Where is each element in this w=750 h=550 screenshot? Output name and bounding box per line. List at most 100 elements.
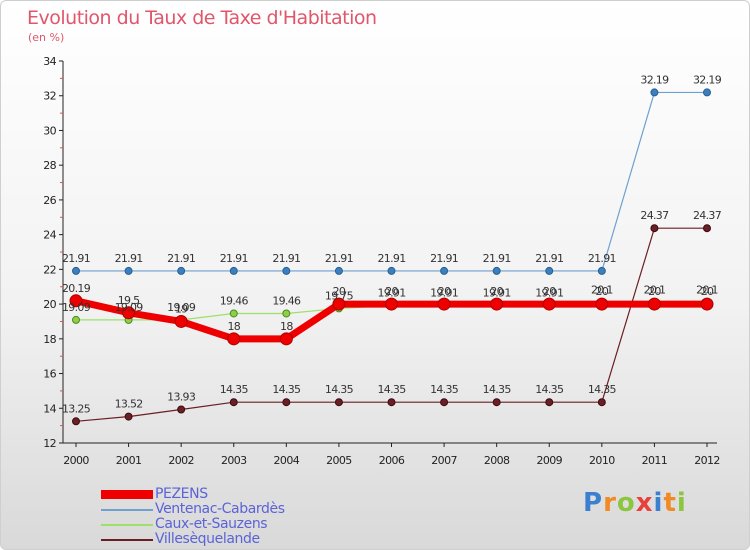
- data-point: [72, 417, 80, 426]
- data-label: 21.91: [430, 252, 458, 265]
- data-label: 14.35: [430, 383, 459, 396]
- data-label: 19.46: [272, 294, 301, 307]
- data-point: [124, 412, 133, 421]
- legend-swatch: [101, 524, 153, 526]
- y-tick-label: 34: [43, 55, 56, 68]
- data-point: [69, 294, 83, 308]
- x-tick-label: 2007: [431, 454, 457, 467]
- logo-letter: t: [663, 488, 677, 518]
- data-label: 19.91: [430, 287, 458, 300]
- data-point: [279, 332, 293, 346]
- x-tick-label: 2009: [536, 454, 562, 467]
- y-tick-label: 22: [43, 263, 56, 276]
- data-point: [387, 398, 396, 407]
- data-point: [650, 88, 659, 97]
- x-tick-label: 2005: [326, 454, 352, 467]
- logo-letter: r: [603, 488, 617, 518]
- data-label: 19.46: [220, 294, 249, 307]
- x-tick-label: 2006: [379, 454, 405, 467]
- data-label: 14.35: [220, 383, 249, 396]
- logo-letter: x: [635, 488, 654, 518]
- data-point: [122, 306, 136, 320]
- y-tick-label: 32: [43, 90, 56, 103]
- data-label: 14.35: [272, 383, 301, 396]
- data-point: [282, 398, 291, 407]
- y-tick-label: 26: [43, 194, 56, 207]
- x-tick-label: 2003: [221, 454, 247, 467]
- legend-label: Villesèquelande: [155, 531, 260, 547]
- data-label: 21.91: [378, 252, 406, 265]
- y-tick-label: 12: [43, 437, 56, 450]
- data-label: 20: [490, 285, 503, 298]
- legend-swatch: [101, 509, 153, 511]
- data-point: [647, 297, 661, 311]
- data-point: [332, 297, 346, 311]
- logo-letter: i: [676, 488, 687, 518]
- data-point: [72, 315, 80, 324]
- data-label: 32.19: [640, 73, 669, 86]
- data-label: 20.1: [696, 283, 718, 296]
- y-tick-label: 24: [43, 229, 56, 242]
- data-point: [282, 309, 291, 318]
- data-label: 19.5: [118, 294, 140, 307]
- series-line: [76, 91, 707, 272]
- data-label: 19.09: [62, 301, 91, 314]
- legend-swatch: [101, 490, 153, 499]
- data-label: 19.91: [378, 287, 406, 300]
- data-point: [227, 332, 241, 346]
- y-tick-label: 16: [43, 368, 56, 381]
- data-point: [703, 88, 711, 97]
- x-tick-label: 2002: [168, 454, 194, 467]
- data-label: 14.35: [378, 383, 407, 396]
- data-label: 21.91: [535, 252, 563, 265]
- data-point: [282, 266, 291, 275]
- y-tick-label: 14: [43, 402, 56, 415]
- data-label: 20: [648, 285, 661, 298]
- data-label: 13.93: [167, 390, 196, 403]
- data-label: 14.35: [483, 383, 512, 396]
- data-point: [72, 266, 80, 275]
- data-point: [177, 266, 186, 275]
- data-point: [545, 398, 554, 407]
- data-label: 20: [385, 285, 398, 298]
- data-label: 24.37: [640, 209, 669, 222]
- x-tick-label: 2011: [642, 454, 668, 467]
- y-tick-label: 18: [43, 333, 56, 346]
- data-label: 21.91: [483, 252, 511, 265]
- data-point: [174, 314, 188, 328]
- data-label: 19.09: [167, 301, 196, 314]
- data-point: [177, 405, 186, 414]
- data-label: 24.37: [693, 209, 722, 222]
- data-label: 20.1: [591, 283, 613, 296]
- data-label: 21.91: [220, 252, 248, 265]
- data-point: [229, 266, 238, 275]
- legend-label: PEZENS: [155, 486, 208, 502]
- data-label: 20: [333, 285, 346, 298]
- x-tick-label: 2010: [589, 454, 615, 467]
- data-label: 21.91: [167, 252, 195, 265]
- data-label: 13.52: [115, 398, 143, 411]
- data-point: [703, 224, 711, 233]
- data-point: [440, 398, 449, 407]
- y-tick-label: 30: [43, 124, 56, 137]
- data-label: 18: [227, 320, 240, 333]
- data-point: [492, 398, 501, 407]
- logo-letter: i: [653, 488, 664, 518]
- x-tick-label: 2004: [274, 454, 300, 467]
- data-label: 32.19: [693, 73, 722, 86]
- proxiti-logo: Proxiti: [583, 488, 687, 518]
- data-point: [490, 297, 504, 311]
- data-label: 21.91: [62, 252, 90, 265]
- legend-label: Caux-et-Sauzens: [155, 516, 268, 532]
- x-tick-label: 2001: [116, 454, 142, 467]
- data-label: 20: [596, 285, 609, 298]
- data-label: 20: [701, 285, 714, 298]
- data-point: [595, 297, 609, 311]
- data-point: [597, 398, 606, 407]
- chart-title: Evolution du Taux de Taxe d'Habitation: [27, 7, 377, 29]
- data-label: 14.35: [588, 383, 617, 396]
- chart-subtitle: (en %): [28, 31, 65, 44]
- data-point: [437, 297, 451, 311]
